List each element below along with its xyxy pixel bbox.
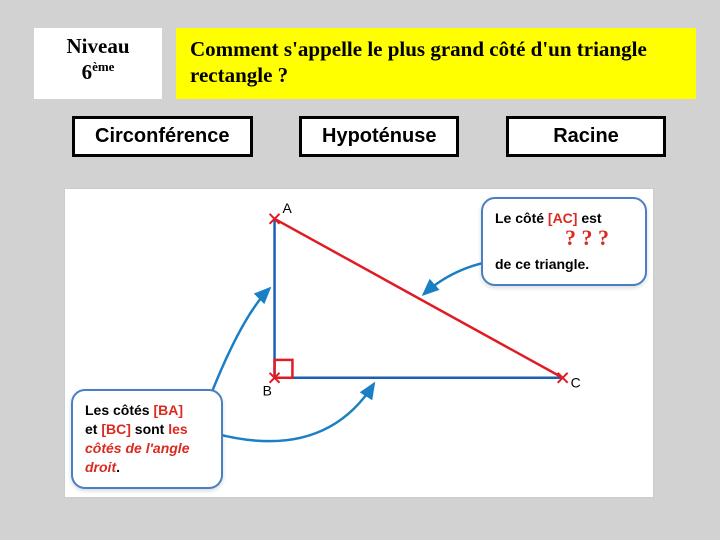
- vertex-C-label: C: [571, 375, 581, 391]
- diagram: A B C Les côtés [BA] et [BC] sont les cô…: [64, 188, 654, 498]
- answer-option-1[interactable]: Circonférence: [72, 116, 253, 157]
- question-text: Comment s'appelle le plus grand côté d'u…: [176, 28, 696, 99]
- level-box: Niveau 6ème: [34, 28, 162, 99]
- bubble-right: Le côté [AC] est de ce triangle.: [481, 197, 647, 286]
- level-label: Niveau: [42, 34, 154, 59]
- answer-option-3[interactable]: Racine: [506, 116, 666, 157]
- answer-option-2[interactable]: Hypoténuse: [299, 116, 459, 157]
- bubble-left: Les côtés [BA] et [BC] sont les côtés de…: [71, 389, 223, 489]
- vertex-B-label: B: [263, 383, 272, 399]
- level-grade: 6ème: [42, 59, 154, 85]
- question-marks: ? ? ?: [565, 225, 609, 251]
- vertex-A-label: A: [282, 200, 292, 216]
- answers-row: Circonférence Hypoténuse Racine: [72, 116, 666, 157]
